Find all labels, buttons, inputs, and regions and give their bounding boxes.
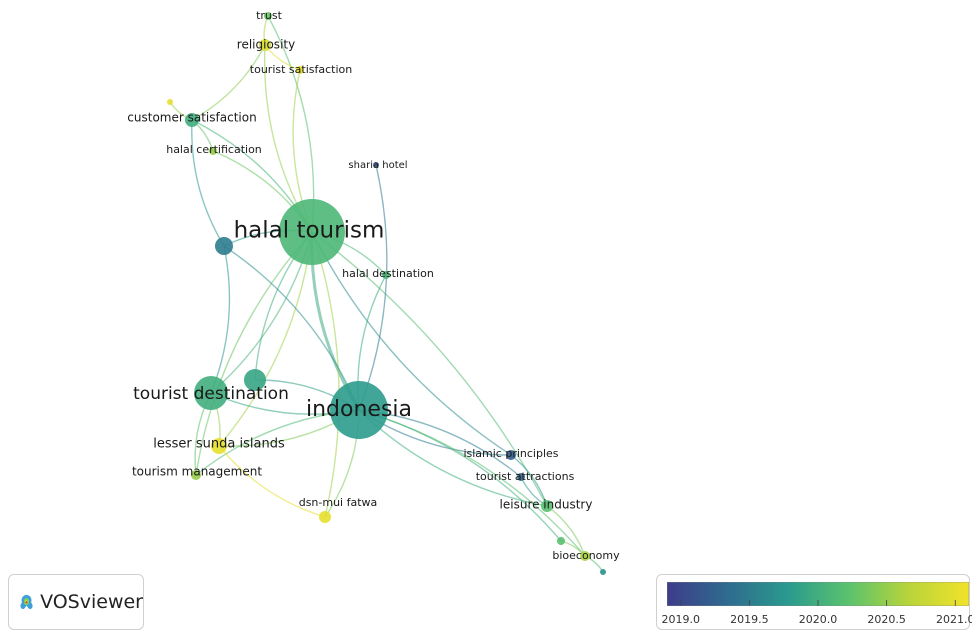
node-indonesia[interactable] — [330, 381, 388, 439]
node-tourist-destination[interactable] — [194, 376, 228, 410]
color-legend-ticks: 2019.0 2019.5 2020.0 2020.5 2021.0 — [661, 613, 972, 629]
node-trust[interactable] — [264, 12, 272, 20]
node-sharia-hotel[interactable] — [373, 162, 379, 168]
node-unlabeled-blue[interactable] — [215, 237, 233, 255]
node-tourism-management[interactable] — [191, 470, 201, 480]
node-tourist-satisfaction[interactable] — [296, 66, 304, 74]
label-bioeconomy: bioeconomy — [552, 549, 620, 562]
node-tourist-attractions[interactable] — [517, 473, 525, 481]
link-halal_tourism-islamic_principles — [311, 231, 512, 456]
label-leisure-industry: leisure industry — [500, 498, 593, 512]
link-halal_tourism-dsn_mui_fatwa — [311, 231, 340, 518]
node-halal-destination[interactable] — [382, 271, 390, 279]
node-religiosity[interactable] — [259, 39, 271, 51]
legend-tick-label: 2021.0 — [936, 613, 972, 626]
color-legend: 2019.0 2019.5 2020.0 2020.5 2021.0 — [656, 574, 972, 630]
label-halal-certification: halal certification — [166, 143, 262, 156]
label-halal-destination: halal destination — [342, 267, 434, 280]
node-lesser-sunda-islands[interactable] — [211, 438, 227, 454]
label-religiosity: religiosity — [237, 38, 295, 52]
link-customer_satisfaction-religiosity — [191, 44, 266, 121]
link-indonesia-bioeconomy — [358, 409, 586, 557]
label-tourist-destination: tourist destination — [133, 384, 289, 404]
link-lesser_sunda_islands-dsn_mui_fatwa — [218, 445, 326, 518]
vosviewer-logo-text: VOSviewer — [40, 591, 143, 613]
vosviewer-logo: VOSviewer — [8, 574, 144, 630]
link-leisure_industry-bioeconomy — [546, 505, 586, 557]
node-unlabeled-teal[interactable] — [244, 369, 266, 391]
link-indonesia-unlabeled_small — [358, 409, 562, 542]
legend-tick-label: 2020.0 — [798, 613, 838, 626]
legend-tick-label: 2019.5 — [730, 613, 769, 626]
node-islamic-principles[interactable] — [506, 450, 516, 460]
color-legend-bar — [667, 582, 969, 606]
label-dsn-mui-fatwa: dsn-mui fatwa — [299, 496, 378, 509]
link-halal_tourism-leisure_industry — [311, 231, 548, 507]
label-islamic-principles: islamic principles — [463, 447, 558, 460]
node-unlabeled-small[interactable] — [557, 537, 565, 545]
label-trust: trust — [256, 9, 283, 22]
link-halal_tourism-tourism_management — [195, 231, 313, 476]
legend-tick-label: 2020.5 — [867, 613, 906, 626]
label-lesser-sunda-islands: lesser sunda islands — [153, 437, 285, 452]
link-indonesia-sharia_hotel — [358, 164, 388, 411]
node-bioeconomy[interactable] — [580, 551, 590, 561]
label-indonesia: indonesia — [306, 397, 412, 422]
node-halal-tourism[interactable] — [279, 199, 345, 265]
labels-layer: trust religiosity tourist satisfaction cust… — [127, 9, 620, 562]
links-layer — [169, 15, 604, 573]
label-tourist-attractions: tourist attractions — [476, 470, 575, 483]
node-halal-certification[interactable] — [209, 147, 217, 155]
node-dsn-mui-fatwa[interactable] — [319, 511, 331, 523]
node-unlabeled-tiny[interactable] — [600, 569, 606, 575]
label-tourist-satisfaction: tourist satisfaction — [250, 63, 352, 76]
node-unlabeled-yellow[interactable] — [167, 99, 173, 105]
nodes-layer — [167, 12, 606, 575]
label-halal-tourism: halal tourism — [234, 218, 385, 244]
link-tourist_destination-unlabeled_blue — [210, 245, 231, 394]
legend-tick-label: 2019.0 — [661, 613, 700, 626]
link-customer_satisfaction-unlabeled_blue — [191, 119, 225, 247]
label-sharia-hotel: sharia hotel — [348, 160, 407, 171]
node-leisure-industry[interactable] — [541, 500, 553, 512]
vosviewer-logo-icon — [20, 595, 33, 610]
label-customer-satisfaction: customer satisfaction — [127, 111, 256, 125]
node-customer-satisfaction[interactable] — [185, 113, 199, 127]
label-tourism-management: tourism management — [132, 465, 262, 479]
